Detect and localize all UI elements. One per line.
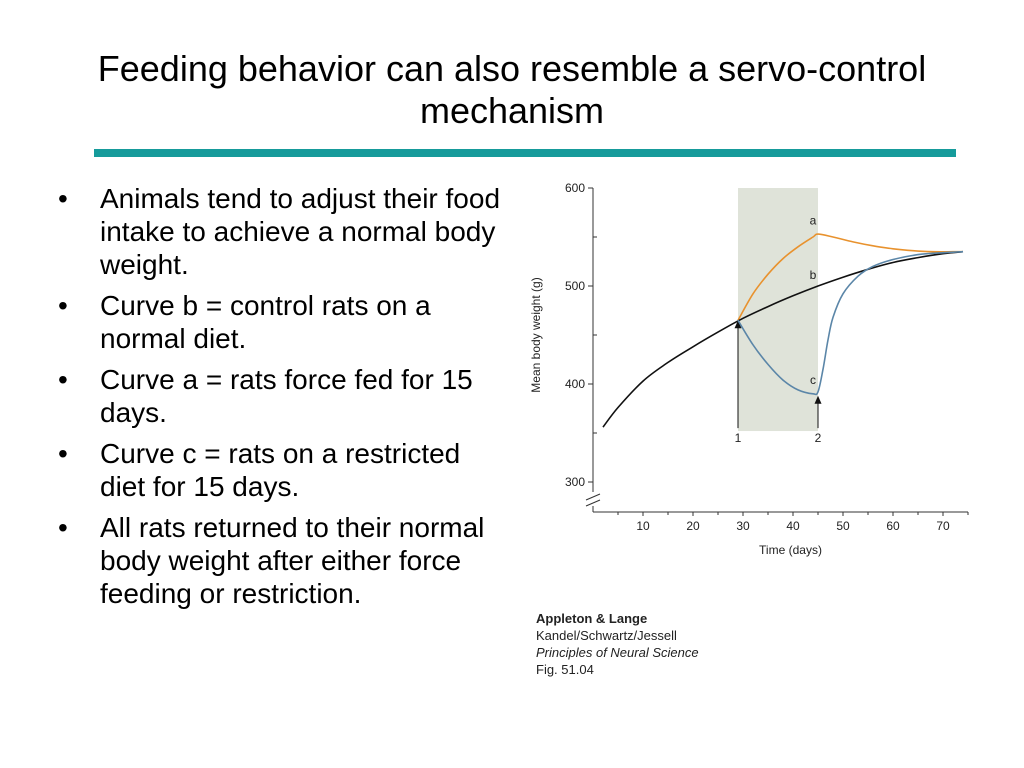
x-tick-label: 70: [936, 519, 950, 533]
bullet-dot: •: [58, 183, 68, 214]
y-axis-label: Mean body weight (g): [529, 277, 543, 392]
series-label-b: b: [810, 268, 817, 282]
intervention-label: 2: [815, 431, 822, 445]
credit-authors: Kandel/Schwartz/Jessell: [536, 628, 677, 643]
bullet-dot: •: [58, 438, 68, 469]
y-tick-label: 300: [565, 475, 585, 489]
y-tick-label: 600: [565, 181, 585, 195]
bullet-item: • Curve a = rats force fed for 15 days.: [58, 363, 508, 429]
x-tick-label: 60: [886, 519, 900, 533]
bullet-list: • Animals tend to adjust their food intak…: [58, 182, 508, 618]
bullet-item: • Curve b = control rats on a normal diet…: [58, 289, 508, 355]
treatment-period-band: [738, 188, 818, 432]
intervention-label: 1: [735, 431, 742, 445]
bullet-dot: •: [58, 290, 68, 321]
y-tick-label: 400: [565, 377, 585, 391]
bullet-item: • All rats returned to their normal body …: [58, 511, 508, 610]
x-tick-label: 20: [686, 519, 700, 533]
x-tick-label: 40: [786, 519, 800, 533]
bullet-dot: •: [58, 364, 68, 395]
bullet-text: Curve a = rats force fed for 15 days.: [100, 364, 473, 428]
bullet-text: All rats returned to their normal body w…: [100, 512, 485, 609]
series-label-a: a: [810, 213, 817, 227]
series-line-b: [602, 250, 964, 428]
bullet-item: • Curve c = rats on a restricted diet for…: [58, 437, 508, 503]
x-axis-label: Time (days): [759, 543, 822, 557]
bullet-text: Curve c = rats on a restricted diet for …: [100, 438, 461, 502]
y-axis-break-mark: [585, 499, 601, 507]
figure-credit: Appleton & Lange Kandel/Schwartz/Jessell…: [536, 610, 796, 678]
bullet-text: Curve b = control rats on a normal diet.: [100, 290, 431, 354]
x-tick-label: 10: [636, 519, 650, 533]
credit-figure: Fig. 51.04: [536, 662, 594, 677]
y-axis-break-mark: [585, 493, 601, 501]
bullet-text: Animals tend to adjust their food intake…: [100, 183, 501, 280]
x-tick-label: 30: [736, 519, 750, 533]
x-tick-label: 50: [836, 519, 850, 533]
bullet-dot: •: [58, 512, 68, 543]
series-label-c: c: [810, 373, 816, 387]
series-line-a: [737, 233, 963, 321]
body-weight-chart: 300 400 500 600 10 20 30 40 50 60 70 Time (days) Mea…: [529, 181, 969, 557]
series-line-c: [737, 250, 964, 396]
y-tick-label: 500: [565, 279, 585, 293]
title-divider: [94, 149, 956, 157]
credit-publisher: Appleton & Lange: [536, 611, 648, 626]
bullet-item: • Animals tend to adjust their food intak…: [58, 182, 508, 281]
intervention-arrowhead: [814, 395, 822, 404]
intervention-arrowhead: [734, 320, 742, 329]
slide-title: Feeding behavior can also resemble a ser…: [97, 48, 927, 131]
credit-book: Principles of Neural Science: [536, 645, 699, 660]
